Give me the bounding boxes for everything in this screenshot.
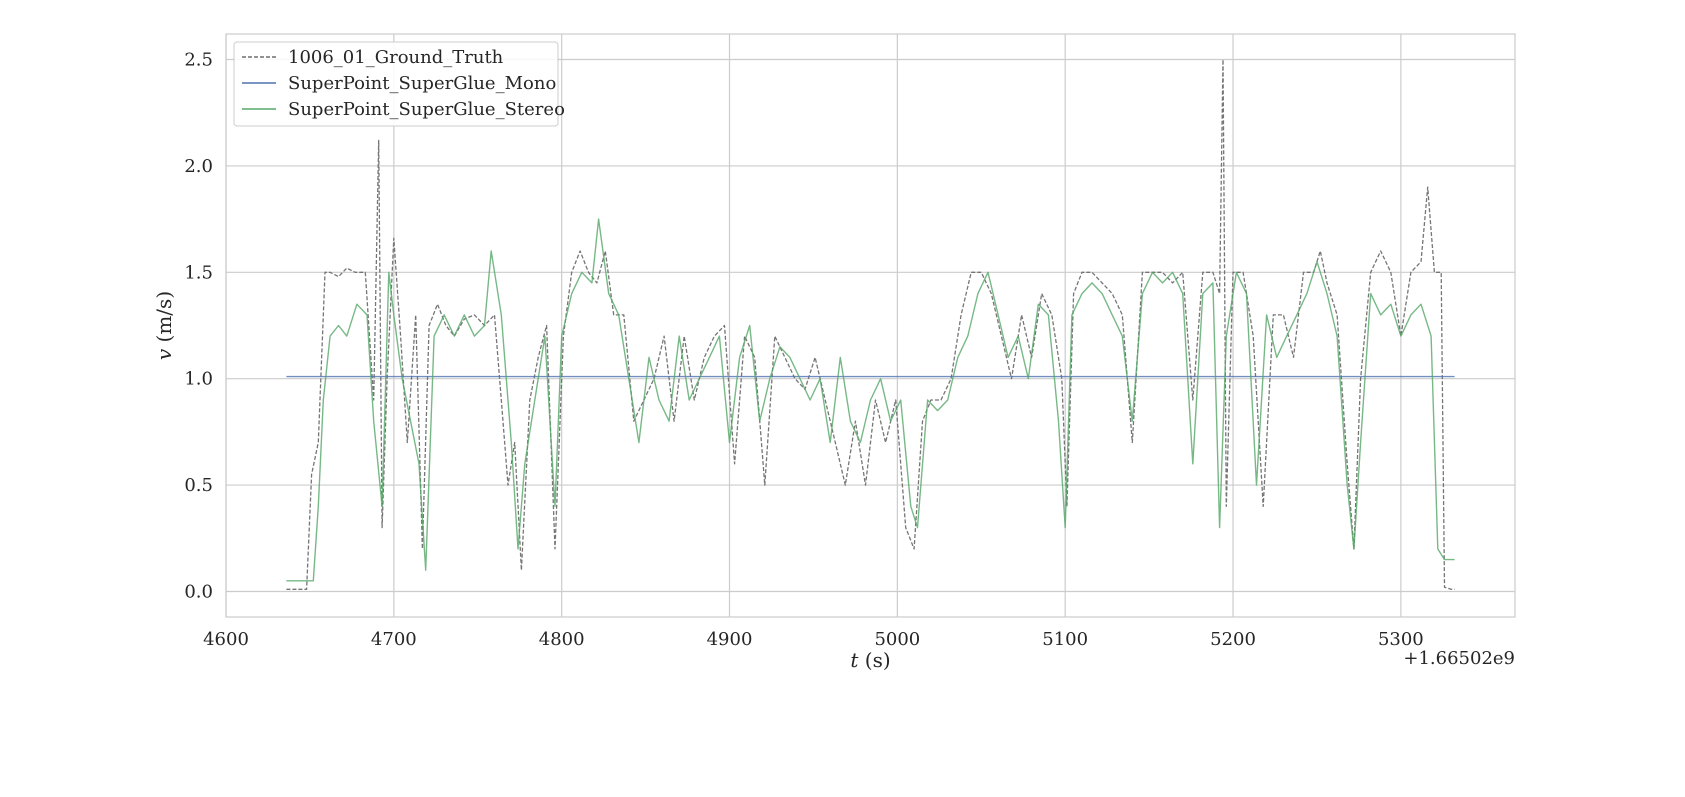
series-line-superpoint-superglue-stereo xyxy=(286,218,1455,582)
y-axis-label: v (m/s) xyxy=(152,291,176,360)
x-tick-label: 4700 xyxy=(371,629,417,650)
x-tick-label: 4600 xyxy=(203,629,249,650)
y-axis-label-unit: (m/s) xyxy=(152,291,176,349)
x-tick-label: 4900 xyxy=(707,629,753,650)
x-axis-label-unit: (s) xyxy=(858,648,890,672)
legend-entry-ground-truth: 1006_01_Ground_Truth xyxy=(242,47,504,68)
legend-box xyxy=(233,41,559,127)
x-axis-offset-label: +1.66502e9 xyxy=(1403,648,1515,669)
grid-lines xyxy=(225,34,1515,617)
x-tick-labels: 4600 4700 4800 4900 5000 5100 5200 5300 xyxy=(203,629,1424,650)
x-axis-label: t (s) xyxy=(850,648,890,672)
y-tick-label: 0.0 xyxy=(184,581,213,602)
legend-entry-stereo: SuperPoint_SuperGlue_Stereo xyxy=(242,99,565,120)
x-tick-label: 5200 xyxy=(1210,629,1256,650)
y-tick-labels: 0.0 0.5 1.0 1.5 2.0 2.5 xyxy=(184,50,213,603)
x-tick-label: 5000 xyxy=(874,629,920,650)
x-tick-label: 5300 xyxy=(1378,629,1424,650)
legend: 1006_01_Ground_Truth SuperPoint_SuperGlu… xyxy=(233,41,565,127)
series-lines xyxy=(286,58,1455,590)
y-tick-label: 1.0 xyxy=(184,369,213,390)
y-tick-label: 2.0 xyxy=(184,156,213,177)
series-line-1006-01-ground-truth xyxy=(286,58,1455,590)
y-tick-label: 1.5 xyxy=(184,262,213,283)
x-axis-label-var: t xyxy=(850,648,859,672)
legend-label-stereo: SuperPoint_SuperGlue_Stereo xyxy=(288,99,565,120)
y-axis-label-var: v xyxy=(152,348,176,360)
x-tick-label: 5100 xyxy=(1042,629,1088,650)
legend-entry-mono: SuperPoint_SuperGlue_Mono xyxy=(242,73,556,94)
legend-label-mono: SuperPoint_SuperGlue_Mono xyxy=(288,73,556,94)
y-tick-label: 0.5 xyxy=(184,475,213,496)
y-tick-label: 2.5 xyxy=(184,50,213,71)
x-tick-label: 4800 xyxy=(539,629,585,650)
plot-frame xyxy=(225,33,1516,618)
legend-label-ground-truth: 1006_01_Ground_Truth xyxy=(288,47,504,68)
